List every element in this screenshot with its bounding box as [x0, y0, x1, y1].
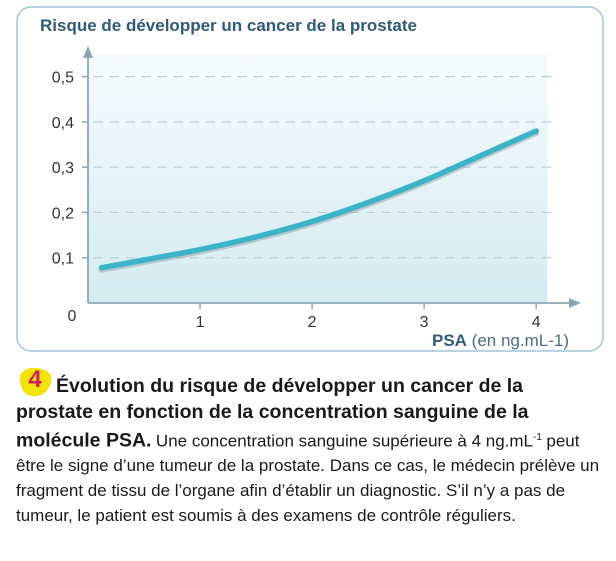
y-tick-label: 0,3: [52, 160, 74, 177]
caption-superscript: -1: [533, 432, 542, 443]
chart-title: Risque de développer un cancer de la pro…: [40, 16, 417, 35]
y-tick-label: 0,2: [52, 205, 74, 222]
caption-paragraph: 4 Évolution du risque de développer un ca…: [16, 366, 604, 529]
chart-panel: 0,1 0,2 0,3 0,4 0,5 1 2 3 4 0 PSA (en ng.mL-1) Ris…: [16, 6, 604, 352]
series-line: [98, 128, 539, 271]
plot-area: [88, 54, 548, 303]
x-axis-label: PSA (en ng.mL-1): [432, 331, 569, 350]
x-axis-label-bold: PSA: [432, 331, 467, 350]
caption-title: Évolution du risque de développer un can…: [16, 375, 529, 452]
caption-body-continued: peut être le signe d’une tumeur de la pr…: [16, 431, 600, 526]
x-axis-label-unit: (en ng.mL-1): [467, 331, 569, 350]
y-tick-label: 0,4: [52, 115, 74, 132]
y-tick-label: 0,1: [52, 251, 74, 268]
y-tick-label: 0,5: [52, 70, 74, 87]
x-tick-label: 4: [532, 314, 541, 331]
origin-label: 0: [68, 308, 77, 325]
x-tick-label: 2: [308, 314, 317, 331]
figure-number: 4: [28, 366, 42, 393]
y-axis-arrow-icon: [83, 46, 93, 58]
chart-svg: 0,1 0,2 0,3 0,4 0,5 1 2 3 4 0 PSA (en ng.mL-1): [16, 6, 604, 352]
badge-blob-icon: [19, 367, 52, 397]
caption-body: Une concentration sanguine supérieure à …: [155, 431, 534, 451]
x-tick-label: 3: [420, 314, 429, 331]
figure-number-badge: 4: [16, 366, 56, 397]
x-tick-label: 1: [196, 314, 205, 331]
x-axis-arrow-icon: [569, 298, 581, 308]
